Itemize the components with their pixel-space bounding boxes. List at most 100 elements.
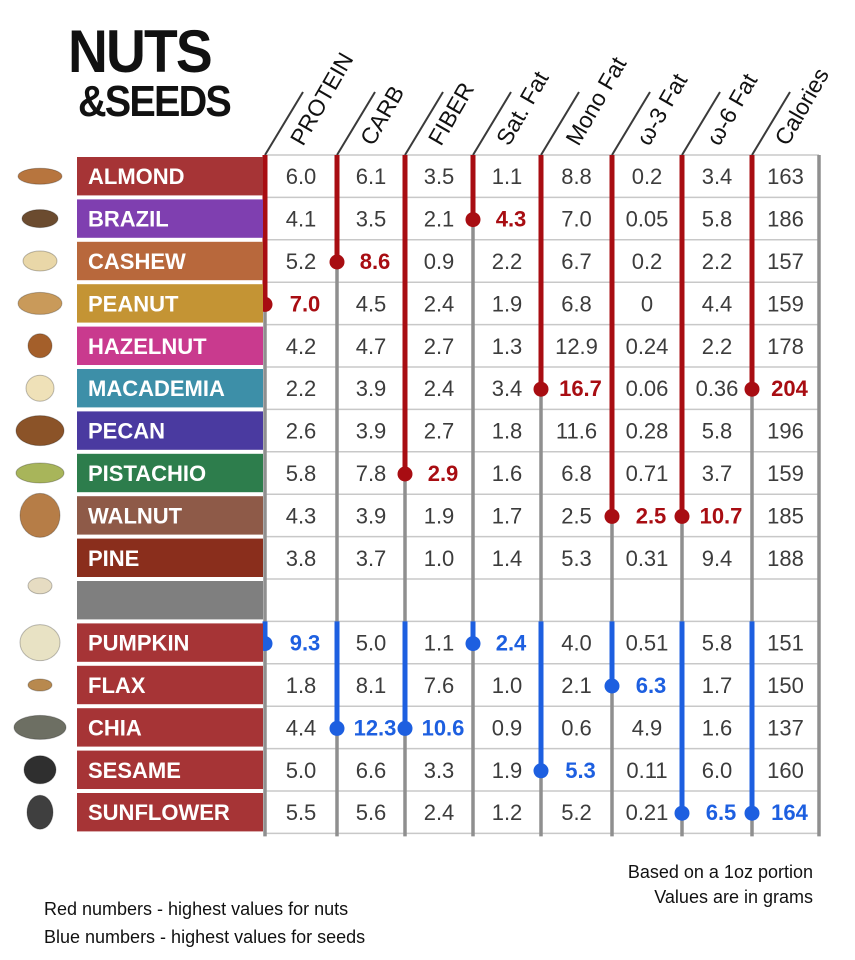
legend-blue-note: Blue numbers - highest values for seeds xyxy=(44,927,366,947)
cell-value: 2.1 xyxy=(424,207,455,232)
peanut-icon xyxy=(17,291,63,315)
row-label-hazelnut xyxy=(77,326,263,365)
row-separator xyxy=(77,581,263,620)
cell-value: 4.3 xyxy=(496,207,527,232)
cell-value: 3.4 xyxy=(702,164,733,189)
seed-highlight-marker xyxy=(533,763,549,779)
cell-value: 6.8 xyxy=(561,291,592,316)
cell-value: 151 xyxy=(767,631,804,656)
cell-value: 2.2 xyxy=(286,376,317,401)
cell-value: 3.8 xyxy=(286,546,317,571)
cell-value: 5.8 xyxy=(286,461,317,486)
cell-value: 0.6 xyxy=(561,715,592,740)
footnote-portion: Based on a 1oz portion xyxy=(627,862,813,882)
row-label-walnut xyxy=(77,496,263,535)
cell-value: 2.2 xyxy=(492,249,523,274)
nut-highlight-marker xyxy=(604,508,620,524)
row-name: FLAX xyxy=(88,673,146,698)
row-name: CASHEW xyxy=(88,249,186,274)
cell-value: 2.1 xyxy=(561,673,592,698)
row-label-almond xyxy=(77,157,263,196)
cell-value: 8.8 xyxy=(561,164,592,189)
cell-value: 0.9 xyxy=(492,715,523,740)
row-label-flax xyxy=(77,665,263,705)
nut-highlight-marker xyxy=(329,254,345,270)
sesame-seed-icon xyxy=(23,755,57,785)
cell-value: 2.4 xyxy=(424,376,455,401)
cell-value: 4.1 xyxy=(286,207,317,232)
row-name: SUNFLOWER xyxy=(88,800,230,825)
cell-value: 0.9 xyxy=(424,249,455,274)
cell-value: 16.7 xyxy=(559,376,602,401)
macadamia-icon xyxy=(25,374,55,402)
seed-highlight-marker xyxy=(329,720,345,736)
cell-value: 0.51 xyxy=(626,631,669,656)
cell-value: 188 xyxy=(767,546,804,571)
seed-highlight-marker xyxy=(744,805,760,821)
cell-value: 8.1 xyxy=(356,673,387,698)
cell-value: 5.2 xyxy=(286,249,317,274)
cell-value: 3.7 xyxy=(702,461,733,486)
row-name: PEANUT xyxy=(88,291,179,316)
cell-value: 1.8 xyxy=(286,673,317,698)
seed-highlight-marker xyxy=(604,678,620,694)
header-divider-line xyxy=(404,91,444,156)
cell-value: 6.8 xyxy=(561,461,592,486)
cell-value: 0.06 xyxy=(626,376,669,401)
cell-value: 6.3 xyxy=(636,673,667,698)
cell-value: 2.9 xyxy=(428,461,459,486)
cell-value: 10.6 xyxy=(422,715,465,740)
cell-value: 1.9 xyxy=(424,503,455,528)
chia-seed-icon xyxy=(13,714,67,740)
cell-value: 178 xyxy=(767,334,804,359)
walnut-icon xyxy=(19,492,61,538)
cell-value: 3.3 xyxy=(424,758,455,783)
seed-highlight-marker xyxy=(674,805,690,821)
row-name: PINE xyxy=(88,546,139,571)
cell-value: 0.71 xyxy=(626,461,669,486)
pine-nut-icon xyxy=(27,577,53,595)
cell-value: 3.7 xyxy=(356,546,387,571)
cell-value: 11.6 xyxy=(556,419,597,444)
header-divider-line xyxy=(540,91,580,156)
cell-value: 2.4 xyxy=(424,800,455,825)
cell-value: 8.6 xyxy=(360,249,391,274)
row-label-pecan xyxy=(77,411,263,450)
cell-value: 4.4 xyxy=(286,715,317,740)
column-header-2: FIBER xyxy=(423,78,479,150)
cell-value: 5.5 xyxy=(286,800,317,825)
row-name: HAZELNUT xyxy=(88,334,207,359)
cell-value: 1.7 xyxy=(702,673,733,698)
pumpkin-seed-icon xyxy=(19,624,61,662)
cell-value: 186 xyxy=(767,207,804,232)
cell-value: 5.3 xyxy=(565,758,596,783)
cell-value: 1.1 xyxy=(424,631,455,656)
cell-value: 2.7 xyxy=(424,334,455,359)
cell-value: 4.3 xyxy=(286,503,317,528)
cell-value: 159 xyxy=(767,461,804,486)
nut-highlight-marker xyxy=(533,381,549,397)
cell-value: 1.1 xyxy=(492,164,523,189)
cell-value: 3.9 xyxy=(356,503,387,528)
cell-value: 2.4 xyxy=(496,631,527,656)
cell-value: 0.24 xyxy=(626,334,669,359)
cell-value: 0 xyxy=(641,291,653,316)
cell-value: 0.2 xyxy=(632,164,663,189)
column-header-4: Mono Fat xyxy=(560,52,631,150)
seed-highlight-marker xyxy=(465,636,481,652)
header-divider-line xyxy=(472,91,512,156)
cell-value: 2.6 xyxy=(286,419,317,444)
seed-highlight-marker xyxy=(397,720,413,736)
cell-value: 4.5 xyxy=(356,291,387,316)
cell-value: 196 xyxy=(767,419,804,444)
cell-value: 6.7 xyxy=(561,249,592,274)
cell-value: 1.6 xyxy=(702,715,733,740)
row-name: PUMPKIN xyxy=(88,631,189,656)
column-header-7: Calories xyxy=(769,63,834,149)
row-label-brazil xyxy=(77,199,263,238)
cell-value: 3.4 xyxy=(492,376,523,401)
header-divider-line xyxy=(681,91,721,156)
cell-value: 12.3 xyxy=(354,715,397,740)
cell-value: 0.31 xyxy=(626,546,669,571)
cell-value: 1.2 xyxy=(492,800,523,825)
